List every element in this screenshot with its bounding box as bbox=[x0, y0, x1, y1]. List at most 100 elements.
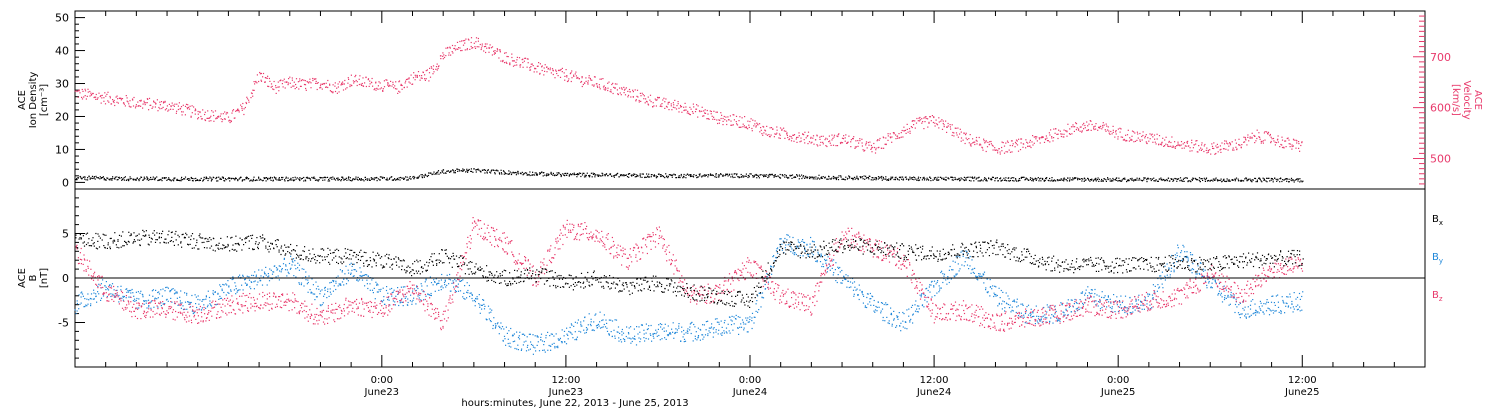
data-point bbox=[76, 300, 78, 302]
data-point bbox=[640, 338, 642, 340]
data-point bbox=[1113, 179, 1115, 181]
data-point bbox=[614, 87, 616, 89]
data-point bbox=[667, 325, 669, 327]
data-point bbox=[278, 90, 280, 92]
data-point bbox=[853, 295, 855, 297]
data-point bbox=[1235, 142, 1237, 144]
data-point bbox=[577, 76, 579, 79]
data-point bbox=[1076, 127, 1078, 129]
data-point bbox=[957, 127, 959, 129]
data-point bbox=[151, 178, 154, 180]
data-point bbox=[1291, 145, 1293, 148]
data-point bbox=[526, 58, 528, 60]
data-point bbox=[929, 116, 931, 118]
data-point bbox=[483, 169, 486, 171]
data-point bbox=[581, 174, 584, 176]
data-point bbox=[547, 174, 549, 176]
data-point bbox=[1217, 146, 1219, 148]
data-point bbox=[1185, 177, 1187, 179]
data-point bbox=[373, 89, 375, 91]
data-point bbox=[108, 101, 110, 103]
data-point bbox=[477, 37, 479, 40]
data-point bbox=[458, 47, 460, 49]
data-point bbox=[794, 176, 796, 178]
data-point bbox=[364, 274, 366, 276]
data-point bbox=[1052, 179, 1054, 182]
data-point bbox=[173, 293, 176, 295]
data-point bbox=[729, 332, 731, 334]
data-point bbox=[707, 174, 709, 176]
data-point bbox=[116, 95, 118, 97]
data-point bbox=[453, 47, 455, 50]
date-tick-label: June23 bbox=[364, 387, 400, 398]
data-point bbox=[526, 66, 528, 68]
data-point bbox=[122, 178, 124, 180]
data-point bbox=[623, 174, 625, 176]
data-point bbox=[392, 300, 394, 302]
data-point bbox=[1013, 177, 1015, 179]
data-point bbox=[1234, 180, 1236, 182]
data-point bbox=[81, 88, 83, 91]
data-point bbox=[580, 325, 582, 327]
data-point bbox=[569, 331, 571, 333]
data-point bbox=[826, 259, 828, 261]
data-point bbox=[659, 174, 661, 176]
data-point bbox=[443, 56, 446, 59]
data-point bbox=[187, 301, 189, 303]
data-point bbox=[885, 137, 887, 139]
data-point bbox=[1087, 125, 1089, 127]
data-point bbox=[519, 331, 521, 333]
data-point bbox=[297, 267, 299, 269]
data-point bbox=[802, 239, 804, 241]
data-point bbox=[222, 283, 224, 286]
data-point bbox=[712, 328, 714, 330]
data-point bbox=[653, 175, 655, 177]
data-point bbox=[1196, 140, 1198, 142]
data-point bbox=[781, 128, 783, 130]
data-point bbox=[1209, 149, 1211, 151]
data-point bbox=[418, 175, 421, 177]
data-point bbox=[1241, 179, 1243, 182]
data-point bbox=[683, 329, 685, 332]
data-point bbox=[671, 328, 673, 330]
data-point bbox=[920, 294, 922, 296]
data-point bbox=[1111, 179, 1113, 181]
data-point bbox=[110, 293, 112, 295]
data-point bbox=[162, 106, 164, 108]
data-point bbox=[1266, 177, 1268, 179]
data-point bbox=[1296, 178, 1298, 180]
data-point bbox=[512, 65, 515, 67]
data-point bbox=[353, 263, 355, 265]
data-point bbox=[667, 103, 669, 105]
data-point bbox=[1053, 128, 1055, 130]
data-point bbox=[796, 174, 798, 176]
data-point bbox=[815, 246, 817, 248]
data-point bbox=[825, 145, 827, 147]
data-point bbox=[536, 71, 538, 73]
data-point bbox=[1011, 140, 1013, 142]
data-point bbox=[303, 176, 305, 179]
data-point bbox=[488, 318, 490, 320]
data-point bbox=[452, 280, 454, 282]
data-point bbox=[870, 298, 872, 300]
data-point bbox=[929, 284, 931, 286]
data-point bbox=[643, 95, 645, 97]
data-point bbox=[527, 174, 529, 176]
data-point bbox=[689, 114, 691, 116]
data-point bbox=[738, 120, 740, 122]
data-point bbox=[76, 177, 78, 180]
data-point bbox=[465, 171, 467, 173]
data-point bbox=[188, 178, 190, 180]
data-point bbox=[201, 118, 203, 120]
data-point bbox=[732, 114, 734, 116]
data-point bbox=[403, 178, 405, 180]
data-point bbox=[472, 300, 474, 302]
data-point bbox=[222, 113, 224, 115]
data-point bbox=[209, 303, 211, 305]
data-point bbox=[822, 141, 824, 143]
data-point bbox=[956, 134, 958, 136]
data-point bbox=[518, 335, 520, 337]
data-point bbox=[154, 298, 156, 300]
data-point bbox=[265, 180, 267, 182]
data-point bbox=[79, 303, 81, 305]
